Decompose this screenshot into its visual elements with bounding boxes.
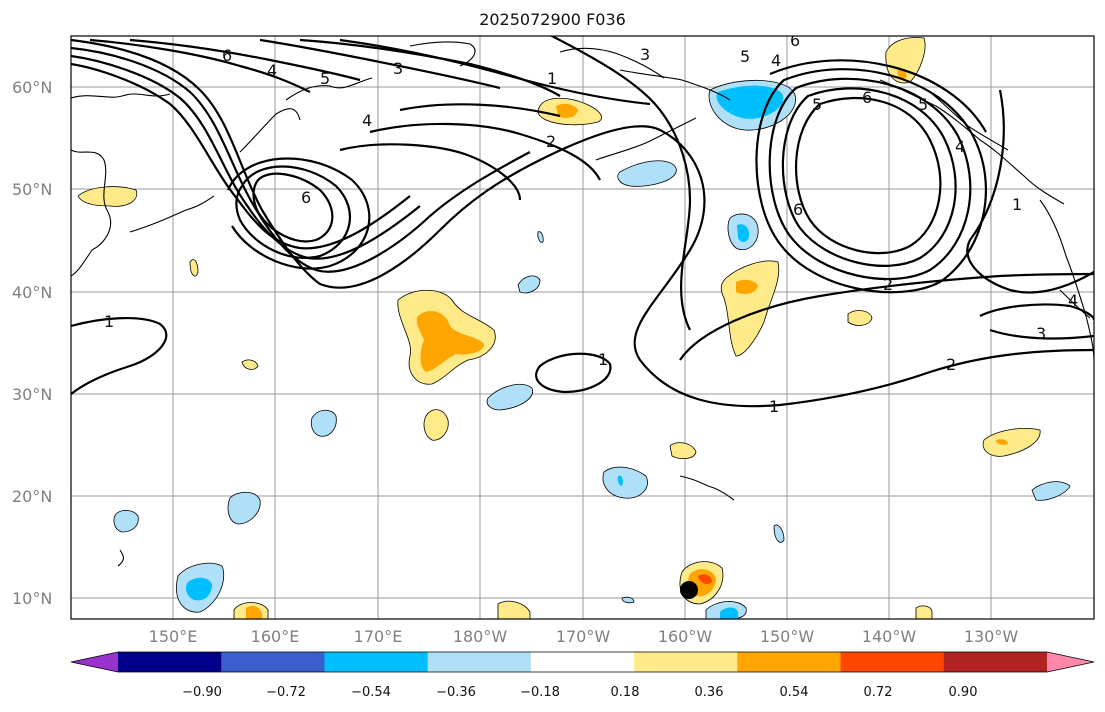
colorbar-tick-label: 0.90 — [949, 685, 978, 700]
lon-label: 130°W — [964, 627, 1019, 646]
map-title: 2025072900 F036 — [479, 10, 626, 29]
contour-label: 5 — [740, 47, 750, 66]
colorbar-extend-high — [1047, 652, 1094, 672]
colorbar-tick-labels: −0.90 −0.72 −0.54 −0.36 −0.18 0.18 0.36 … — [182, 685, 977, 700]
colorbar-segment — [840, 652, 945, 672]
contour-label: 4 — [771, 51, 781, 70]
lat-label: 30°N — [12, 385, 52, 404]
colorbar-segment — [943, 652, 1048, 672]
colorbar-tick-label: −0.90 — [182, 685, 222, 700]
contour-label: 3 — [1036, 324, 1046, 343]
colorbar-tick-label: 0.18 — [611, 685, 640, 700]
contour-label: 6 — [793, 200, 803, 219]
coastlines — [71, 41, 1094, 567]
colorbar-tick-label: 0.36 — [695, 685, 724, 700]
contour-label: 4 — [1068, 291, 1078, 310]
contour-label: 3 — [393, 59, 403, 78]
colorbar-tick-label: −0.54 — [351, 685, 391, 700]
contour-label: 4 — [267, 61, 277, 80]
contour-label: 6 — [862, 88, 872, 107]
contour-label: 1 — [1012, 195, 1022, 214]
lon-label: 170°E — [354, 627, 403, 646]
contour-label: 2 — [946, 355, 956, 374]
lat-label: 50°N — [12, 180, 52, 199]
colorbar-outline — [70, 651, 1095, 673]
lat-label: 60°N — [12, 78, 52, 97]
colorbar-tick-label: −0.18 — [520, 685, 560, 700]
lon-label: 160°E — [251, 627, 300, 646]
contour-label: 2 — [546, 132, 556, 151]
colorbar-segment — [634, 652, 738, 672]
lon-label: 160°W — [658, 627, 713, 646]
colorbar-tick-label: 0.54 — [780, 685, 809, 700]
colorbar-tick-label: −0.72 — [266, 685, 306, 700]
gridlines — [71, 36, 1094, 619]
contour-label: 1 — [598, 350, 608, 369]
lat-label: 40°N — [12, 283, 52, 302]
contour-label: 4 — [955, 137, 965, 156]
lon-label: 140°W — [862, 627, 917, 646]
colorbar-tick-label: −0.36 — [436, 685, 476, 700]
lat-label: 10°N — [12, 589, 52, 608]
contour-label: 5 — [320, 69, 330, 88]
colorbar-tick-label: 0.72 — [864, 685, 893, 700]
lon-label: 150°W — [760, 627, 815, 646]
contour-label: 4 — [362, 111, 372, 130]
lon-label: 150°E — [149, 627, 198, 646]
contour-lines — [71, 36, 1094, 408]
longitude-labels: 150°E 160°E 170°E 180°W 170°W 160°W 150°… — [149, 627, 1019, 646]
colorbar-segment — [221, 652, 325, 672]
colorbar-segment — [118, 652, 222, 672]
lon-label: 180°W — [453, 627, 508, 646]
colorbar-segment — [737, 652, 842, 672]
contour-labels: 6 4 5 3 1 4 2 6 6 5 4 3 5 6 6 5 4 1 2 1 … — [104, 31, 1078, 416]
colorbar-extend-low — [71, 652, 118, 672]
contour-label: 1 — [769, 397, 779, 416]
contour-label: 5 — [812, 95, 822, 114]
lat-label: 20°N — [12, 487, 52, 506]
contour-label: 6 — [222, 46, 232, 65]
contour-label: 3 — [640, 45, 650, 64]
contour-label: 2 — [883, 275, 893, 294]
colorbar-segment — [427, 652, 532, 672]
colorbar — [70, 651, 1095, 673]
contour-label: 1 — [547, 69, 557, 88]
latitude-labels: 60°N 50°N 40°N 30°N 20°N 10°N — [12, 78, 52, 608]
lon-label: 170°W — [556, 627, 611, 646]
contour-label: 5 — [918, 95, 928, 114]
colorbar-segment — [530, 652, 635, 672]
contour-label: 1 — [104, 312, 114, 331]
map-border — [70, 35, 1095, 620]
contour-label: 6 — [301, 188, 311, 207]
typhoon-marker — [680, 581, 698, 599]
colorbar-segment — [324, 652, 429, 672]
contour-label: 6 — [790, 31, 800, 50]
